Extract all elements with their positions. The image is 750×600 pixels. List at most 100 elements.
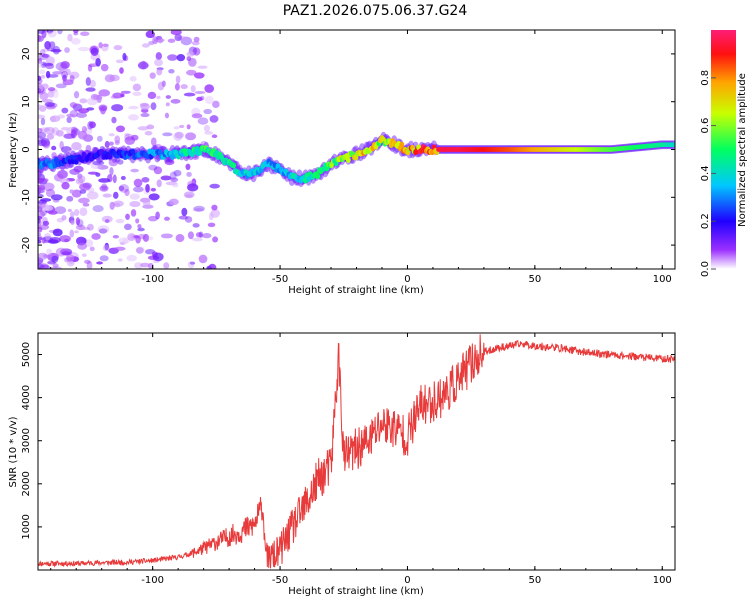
noise-blob: [41, 62, 54, 67]
noise-blob: [77, 175, 86, 184]
noise-blob: [207, 222, 216, 228]
noise-blob: [129, 193, 140, 200]
noise-blob: [141, 43, 150, 48]
noise-blob: [66, 254, 75, 262]
noise-blob: [113, 191, 119, 199]
x-tick-label: -100: [141, 274, 164, 285]
noise-blob: [150, 137, 157, 147]
noise-blob: [211, 134, 218, 139]
noise-blob: [86, 191, 99, 200]
noise-blob: [115, 125, 126, 133]
noise-blob: [120, 175, 126, 181]
noise-blob: [79, 98, 88, 104]
y-tick-label: 2000: [21, 471, 32, 496]
noise-blob: [38, 218, 42, 226]
noise-blob: [115, 218, 125, 224]
noise-blob: [198, 254, 208, 264]
noise-blob: [38, 127, 43, 134]
noise-blob: [52, 90, 59, 99]
ridge-cell: [399, 141, 405, 148]
noise-blob: [89, 246, 95, 252]
noise-blob: [183, 92, 196, 97]
snr-axes: -100 -50 0 50 100 1000 2000 3000 4000 5000: [21, 333, 675, 586]
noise-blob: [52, 45, 61, 55]
noise-blob: [120, 90, 131, 94]
noise-blob: [73, 91, 80, 99]
noise-blob: [129, 75, 137, 82]
noise-blob: [73, 30, 79, 34]
noise-blob: [186, 124, 191, 130]
noise-blob: [44, 41, 51, 50]
noise-blob: [167, 54, 178, 61]
noise-blob: [165, 102, 170, 107]
noise-blob: [46, 74, 59, 78]
noise-blob: [38, 236, 43, 241]
noise-blob: [97, 164, 109, 170]
x-tick-label: 100: [653, 575, 672, 586]
noise-blob: [174, 83, 180, 91]
colorbar: 0.0 0.2 0.4 0.6 0.8 Normalized spectral ampl…: [700, 30, 748, 277]
noise-blob: [117, 258, 123, 262]
noise-blob: [66, 116, 72, 124]
noise-blob: [82, 203, 90, 207]
noise-blob: [98, 228, 108, 234]
noise-blob: [38, 226, 43, 233]
noise-blob: [77, 46, 90, 52]
noise-blob: [59, 235, 71, 243]
noise-blob: [133, 235, 140, 239]
noise-blob: [38, 190, 46, 194]
noise-blob: [76, 219, 84, 228]
noise-blob: [174, 33, 182, 42]
noise-blob: [80, 31, 90, 36]
noise-blob: [43, 233, 52, 241]
noise-blob: [124, 188, 130, 197]
noise-blob: [104, 140, 110, 149]
noise-blob: [187, 261, 195, 269]
noise-blob: [149, 72, 156, 79]
spectrogram-x-axis-label: Height of straight line (km): [288, 285, 424, 296]
noise-blob: [119, 67, 124, 74]
noise-blob: [123, 223, 132, 231]
noise-blob: [168, 198, 179, 206]
noise-blob: [96, 261, 103, 265]
noise-blob: [180, 84, 188, 90]
noise-blob: [134, 262, 143, 269]
colorbar-tick-label: 0.0: [700, 261, 711, 277]
noise-blob: [170, 98, 181, 104]
noise-blob: [44, 101, 55, 107]
noise-blob: [185, 132, 197, 141]
noise-blob: [102, 43, 109, 47]
noise-blob: [75, 177, 84, 185]
noise-blob: [173, 126, 180, 130]
noise-blob: [109, 201, 115, 210]
noise-blob: [93, 94, 103, 101]
noise-blob: [52, 71, 64, 75]
noise-blob: [39, 69, 46, 75]
noise-blob: [150, 187, 156, 192]
noise-blob: [40, 74, 46, 79]
noise-blob: [160, 233, 173, 239]
noise-blob: [42, 220, 50, 226]
noise-blob: [152, 36, 159, 45]
noise-blob: [39, 105, 47, 112]
noise-blob: [113, 45, 123, 51]
noise-blob: [38, 35, 44, 43]
noise-blob: [38, 114, 46, 119]
noise-blob: [167, 38, 176, 43]
noise-blob: [108, 141, 114, 146]
noise-blob: [74, 230, 79, 234]
noise-blob: [98, 104, 108, 111]
noise-blob: [127, 233, 136, 242]
noise-blob: [102, 244, 110, 252]
noise-blob: [203, 108, 213, 115]
x-tick-label: -50: [272, 274, 288, 285]
x-tick-label: 50: [528, 274, 541, 285]
noise-blob: [137, 227, 145, 232]
noise-blob: [212, 236, 219, 243]
noise-blob: [75, 217, 80, 226]
noise-blob: [61, 182, 70, 190]
noise-blob: [47, 90, 55, 98]
noise-blob: [150, 102, 157, 111]
noise-blob: [64, 47, 70, 54]
y-tick-label: 5000: [21, 342, 32, 367]
